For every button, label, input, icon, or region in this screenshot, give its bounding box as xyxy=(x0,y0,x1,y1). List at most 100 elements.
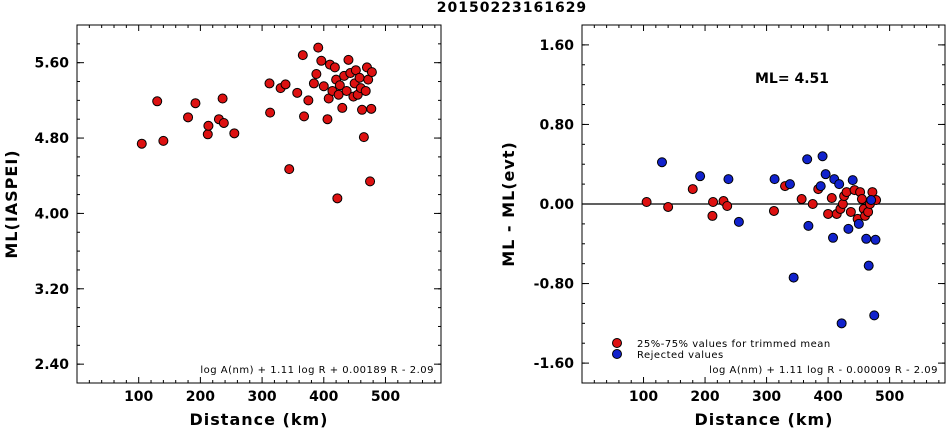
series-1-point xyxy=(863,260,874,271)
series-1-point xyxy=(656,157,667,168)
x-tick-label: 100 xyxy=(629,389,658,405)
y-tick-label: 4.80 xyxy=(34,131,69,147)
series-1-point xyxy=(803,220,814,231)
data-point xyxy=(218,117,229,128)
series-0-point xyxy=(687,184,698,195)
legend-label-rejected: Rejected values xyxy=(637,350,724,361)
right-x-axis-label: Distance (km) xyxy=(695,410,834,428)
x-tick-label: 300 xyxy=(752,389,781,405)
legend: 25%-75% values for trimmed mean Rejected… xyxy=(612,338,831,361)
data-point xyxy=(190,98,201,109)
data-point xyxy=(334,80,345,91)
left-formula: log A(nm) + 1.11 log R + 0.00189 R - 2.0… xyxy=(200,365,434,376)
data-point xyxy=(360,85,371,96)
series-1-point xyxy=(815,181,826,192)
series-1-point xyxy=(861,233,872,244)
data-point xyxy=(311,68,322,79)
series-0-point xyxy=(823,208,834,219)
series-1-point xyxy=(769,174,780,185)
data-point xyxy=(318,81,329,92)
right-formula: log A(nm) + 1.11 log R - 0.00009 R - 2.0… xyxy=(709,365,938,376)
series-1-point xyxy=(834,179,845,190)
series-1-point xyxy=(802,154,813,165)
series-0-point xyxy=(722,200,733,211)
y-tick-label: 2.40 xyxy=(34,357,69,373)
series-1-point xyxy=(870,234,881,245)
series-0-point xyxy=(641,197,652,208)
y-tick-label: 5.60 xyxy=(34,56,69,72)
data-point xyxy=(343,54,354,65)
y-tick-label: 0.80 xyxy=(539,117,574,133)
left-plot-frame xyxy=(76,24,442,384)
x-tick-label: 400 xyxy=(813,389,842,405)
left-data-points xyxy=(136,42,377,204)
legend-label-trimmed: 25%-75% values for trimmed mean xyxy=(637,339,831,350)
series-1-point xyxy=(695,171,706,182)
series-1-point xyxy=(853,218,864,229)
series-0-point xyxy=(663,201,674,212)
y-tick-label: -0.80 xyxy=(534,277,575,293)
series-0-point xyxy=(826,193,837,204)
legend-marker-rejected xyxy=(612,349,622,359)
x-tick-label: 400 xyxy=(309,389,338,405)
data-point xyxy=(358,132,369,143)
data-point xyxy=(333,89,344,100)
data-point xyxy=(284,164,295,175)
series-1-point xyxy=(723,174,734,185)
series-1-point xyxy=(788,272,799,283)
y-tick-label: 1.60 xyxy=(539,38,574,54)
series-0-point xyxy=(807,199,818,209)
x-tick-label: 100 xyxy=(124,389,153,405)
data-point xyxy=(303,95,314,106)
series-1-point xyxy=(733,216,744,227)
right-data-points xyxy=(641,151,882,329)
data-point xyxy=(332,193,343,204)
data-point xyxy=(292,87,303,98)
data-point xyxy=(229,128,240,139)
left-y-axis-label: ML(IASPEI) xyxy=(2,149,21,258)
x-tick-label: 300 xyxy=(247,389,276,405)
series-1-point xyxy=(820,169,831,180)
data-point xyxy=(313,42,324,53)
data-point xyxy=(203,120,214,131)
data-point xyxy=(264,78,275,89)
data-point xyxy=(308,78,319,89)
x-tick-label: 200 xyxy=(186,389,215,405)
x-tick-label: 200 xyxy=(690,389,719,405)
left-x-axis-label: Distance (km) xyxy=(190,410,329,428)
data-point xyxy=(280,79,291,90)
data-point xyxy=(136,138,147,149)
data-point xyxy=(152,96,163,107)
left-axis-ticks: 100 200 300 400 500 2.40 3.20 4.00 4.80 5.60 xyxy=(34,24,441,405)
data-point xyxy=(354,72,365,83)
data-point xyxy=(158,135,169,146)
data-point xyxy=(217,93,228,104)
ml-value-label: ML= 4.51 xyxy=(755,71,829,87)
series-1-point xyxy=(866,195,877,206)
figure-title: 20150223161629 xyxy=(437,0,587,16)
data-point xyxy=(337,102,348,113)
data-point xyxy=(357,104,368,115)
x-tick-label: 500 xyxy=(875,389,904,405)
series-1-point xyxy=(784,179,795,190)
data-point xyxy=(341,85,352,96)
series-1-point xyxy=(828,232,839,243)
series-1-point xyxy=(847,175,858,186)
series-0-point xyxy=(708,197,719,208)
y-tick-label: 0.00 xyxy=(539,197,574,213)
data-point xyxy=(265,107,276,118)
data-point xyxy=(202,129,213,140)
series-0-point xyxy=(707,210,718,221)
magnitude-panel: Distance (km) ML(IASPEI) log A(nm) + 1.1… xyxy=(2,24,442,428)
right-y-axis-label: ML - ML(evt) xyxy=(499,141,518,267)
series-0-point xyxy=(856,194,867,205)
data-point xyxy=(322,114,333,125)
data-point xyxy=(299,111,310,122)
series-1-point xyxy=(869,310,880,321)
series-0-point xyxy=(796,194,807,205)
data-point xyxy=(183,112,194,123)
data-point xyxy=(366,67,377,78)
data-point xyxy=(316,55,327,66)
series-0-point xyxy=(845,206,856,217)
series-0-point xyxy=(768,205,779,216)
